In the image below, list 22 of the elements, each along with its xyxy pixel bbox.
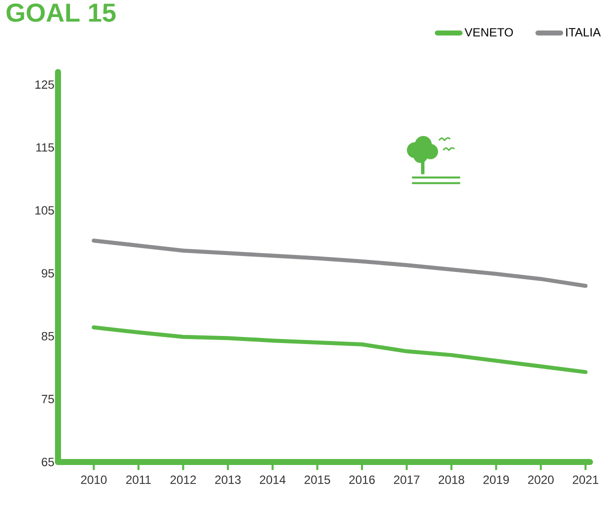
x-tick-label: 2011 (126, 476, 151, 484)
chart-title: GOAL 15 (6, 4, 116, 22)
y-tick-label: 95 (42, 269, 54, 278)
x-tick-label: 2015 (304, 476, 330, 484)
x-tick-label: 2010 (81, 476, 107, 484)
x-tick-label: 2018 (438, 476, 464, 484)
x-tick-label: 2013 (215, 476, 241, 484)
x-tick-label: 2021 (572, 476, 598, 484)
y-tick-label: 75 (42, 394, 54, 404)
x-tick-label: 2014 (260, 476, 286, 484)
x-tick-label: 2016 (349, 476, 375, 484)
y-tick-label: 85 (42, 332, 54, 340)
legend-label: VENETO (464, 28, 513, 37)
y-tick-label: 105 (35, 206, 54, 215)
y-tick-label: 65 (42, 458, 54, 466)
x-tick-label: 2019 (483, 476, 509, 484)
legend-label: ITALIA (566, 28, 601, 36)
y-tick-label: 125 (35, 80, 54, 89)
x-tick-label: 2020 (528, 476, 554, 484)
y-tick-label: 115 (36, 143, 54, 152)
x-tick-label: 2017 (394, 476, 420, 484)
x-tick-label: 2012 (170, 476, 196, 484)
